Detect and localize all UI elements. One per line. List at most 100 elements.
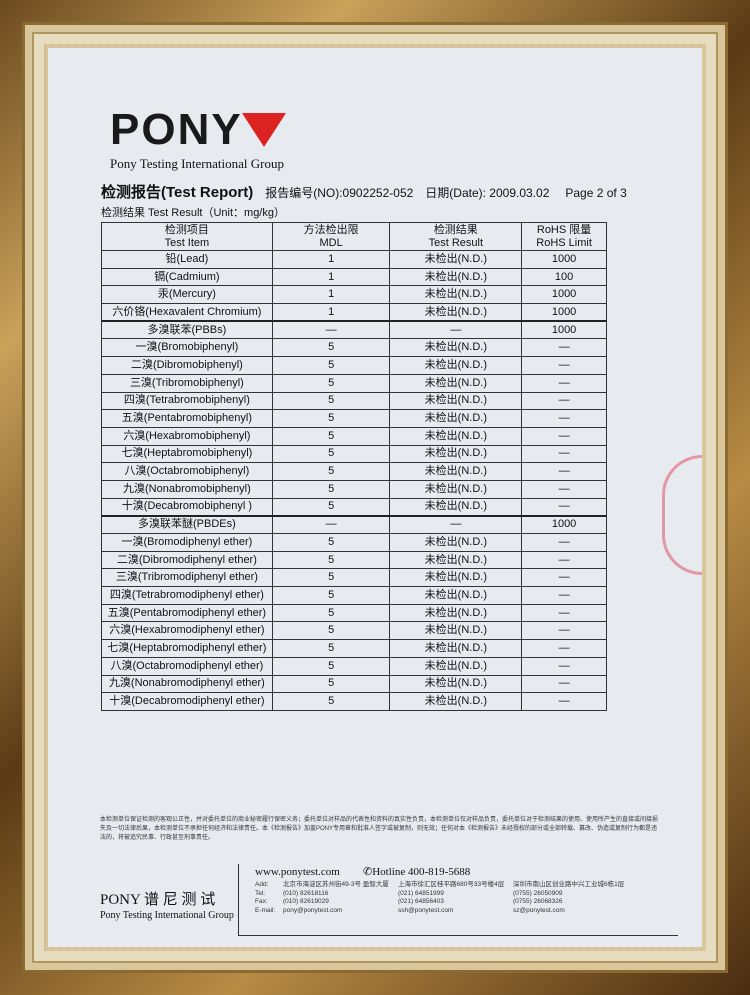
table-cell: 十溴(Decabromobiphenyl ) <box>101 497 273 517</box>
table-cell: 八溴(Octabromobiphenyl) <box>101 462 273 481</box>
report-date: 日期(Date): 2009.03.02 <box>425 186 550 200</box>
report-title: 检测报告(Test Report) <box>101 184 254 201</box>
table-cell: — <box>521 391 607 411</box>
footer-brand-en: Pony Testing International Group <box>100 910 234 921</box>
header-text: RoHS Limit <box>536 236 592 249</box>
table-cell: — <box>521 568 607 588</box>
disclaimer: 本检测单位保证检测的客观公正性，并对委托单位的商业秘密履行保密义务；委托单位对样… <box>100 817 659 841</box>
table-cell: 三溴(Tribromobiphenyl) <box>101 373 273 393</box>
table-cell: — <box>521 444 607 464</box>
table-cell: 五溴(Pentabromodiphenyl ether) <box>101 603 273 623</box>
table-cell: 未检出(N.D.) <box>389 303 523 322</box>
table-cell: — <box>521 338 607 358</box>
page-number: Page 2 of 3 <box>565 186 627 200</box>
table-cell: 5 <box>271 674 391 694</box>
table-cell: — <box>521 356 607 375</box>
divider <box>238 935 678 936</box>
table-cell: 四溴(Tetrabromobiphenyl) <box>101 391 273 411</box>
table-cell: 三溴(Tribromodiphenyl ether) <box>101 568 273 588</box>
report-number: 报告编号(NO):0902252-052 <box>265 186 414 200</box>
table-row: 镉(Cadmium) 1 未检出(N.D.) 100 <box>101 267 607 287</box>
table-row: 九溴(Nonabromobiphenyl) 5 未检出(N.D.) — <box>101 479 607 499</box>
table-row: 三溴(Tribromodiphenyl ether) 5 未检出(N.D.) — <box>101 568 607 588</box>
table-row: 六溴(Hexabromobiphenyl) 5 未检出(N.D.) — <box>101 426 607 446</box>
table-row: 八溴(Octabromodiphenyl ether) 5 未检出(N.D.) — <box>101 656 607 676</box>
table-cell: 未检出(N.D.) <box>389 674 523 694</box>
table-cell: 5 <box>271 409 391 428</box>
table-cell: 六溴(Hexabromodiphenyl ether) <box>101 621 273 641</box>
table-cell: — <box>521 603 607 623</box>
table-cell: — <box>521 479 607 499</box>
contact-field: 深圳市南山区创业路中兴工业城6栋1层 <box>513 881 625 888</box>
table-cell: 1 <box>271 250 391 269</box>
table-cell: 铅(Lead) <box>101 250 273 269</box>
table-cell: 1 <box>271 285 391 305</box>
table-row: 铅(Lead) 1 未检出(N.D.) 1000 <box>101 250 607 269</box>
table-row: 八溴(Octabromobiphenyl) 5 未检出(N.D.) — <box>101 462 607 481</box>
table-cell: 5 <box>271 533 391 552</box>
pony-logo: PONY <box>110 105 243 154</box>
red-seal-stamp <box>662 455 702 575</box>
table-cell: — <box>521 462 607 481</box>
table-cell: 100 <box>521 267 607 287</box>
table-cell: 未检出(N.D.) <box>389 285 523 305</box>
table-row: 五溴(Pentabromodiphenyl ether) 5 未检出(N.D.) — <box>101 603 607 623</box>
table-cell: 5 <box>271 639 391 658</box>
contact-field: Add: <box>255 881 269 888</box>
table-cell: 汞(Mercury) <box>101 285 273 305</box>
header-text: 检测项目 <box>164 223 209 236</box>
table-cell: 1 <box>271 303 391 322</box>
table-row: 一溴(Bromodiphenyl ether) 5 未检出(N.D.) — <box>101 533 607 552</box>
table-cell: 5 <box>271 338 391 358</box>
contact-field: ssh@ponytest.com <box>398 906 454 914</box>
table-cell: 未检出(N.D.) <box>389 426 523 446</box>
table-row: 二溴(Dibromobiphenyl) 5 未检出(N.D.) — <box>101 356 607 375</box>
table-cell: 九溴(Nonabromobiphenyl) <box>101 479 273 499</box>
table-cell: 九溴(Nonabromodiphenyl ether) <box>101 674 273 694</box>
table-row: 多溴联苯醚(PBDEs) — —1000 <box>101 514 607 534</box>
table-cell: 十溴(Decabromodiphenyl ether) <box>101 692 273 711</box>
table-cell: 1000 <box>521 514 607 534</box>
contact-info: Add: 北京市海淀区苏州街49-3号 盈智大厦 上海市徐汇区桂平路680号33号楼… <box>255 881 643 915</box>
contact-field: sz@ponytest.com <box>513 906 565 914</box>
contact-field: 北京市海淀区苏州街49-3号 盈智大厦 <box>283 881 389 888</box>
table-cell: 未检出(N.D.) <box>389 533 523 552</box>
header-text: Test Item <box>164 236 210 249</box>
table-cell: — <box>521 497 607 517</box>
table-cell: 5 <box>271 373 391 393</box>
table-cell: 5 <box>271 621 391 641</box>
table-cell: 未检出(N.D.) <box>389 356 523 375</box>
contact-field: (0755) 26068326 <box>513 898 563 905</box>
table-cell: 未检出(N.D.) <box>389 550 523 570</box>
header-text: Test Result <box>428 236 484 249</box>
table-cell: — <box>389 514 523 534</box>
table-cell: 四溴(Tetrabromodiphenyl ether) <box>101 586 273 605</box>
table-cell: 未检出(N.D.) <box>389 373 523 393</box>
table-row: 七溴(Heptabromodiphenyl ether) 5 未检出(N.D.) — <box>101 639 607 658</box>
hotline: ✆Hotline 400-819-5688 <box>363 866 471 878</box>
header-text: 检测结果 <box>433 223 478 236</box>
table-row: 一溴(Bromobiphenyl) 5 未检出(N.D.) — <box>101 338 607 358</box>
table-cell: 5 <box>271 426 391 446</box>
contact-field: 上海市徐汇区桂平路680号33号楼4层 <box>398 881 505 888</box>
table-cell: 八溴(Octabromodiphenyl ether) <box>101 656 273 676</box>
contact-field: E-mail: <box>255 906 276 914</box>
table-cell: 5 <box>271 479 391 499</box>
column-header: 检测结果 Test Result <box>389 222 523 251</box>
table-cell: — <box>521 426 607 446</box>
contact-field: (010) 82618116 <box>283 889 329 897</box>
table-cell: — <box>521 621 607 641</box>
table-cell: 二溴(Dibromodiphenyl ether) <box>101 550 273 570</box>
table-cell: — <box>521 586 607 605</box>
contact-field: Fax: <box>255 898 268 905</box>
contact-field: (021) 64856403 <box>398 898 444 905</box>
header-text: 方法检出限 <box>303 223 359 236</box>
table-cell: 未检出(N.D.) <box>389 692 523 711</box>
table-row: 三溴(Tribromobiphenyl) 5 未检出(N.D.) — <box>101 373 607 393</box>
table-row: 七溴(Heptabromobiphenyl) 5 未检出(N.D.) — <box>101 444 607 464</box>
table-cell: — <box>521 409 607 428</box>
header-text: RoHS 限量 <box>536 223 592 236</box>
table-cell: 未检出(N.D.) <box>389 621 523 641</box>
table-cell: — <box>389 320 523 340</box>
table-cell: 多溴联苯醚(PBDEs) <box>101 514 273 534</box>
